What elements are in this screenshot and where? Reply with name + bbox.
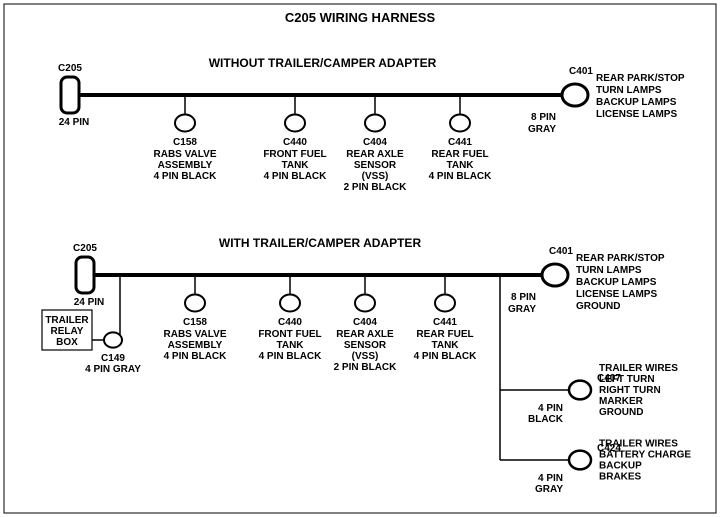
connector-desc: REAR PARK/STOP (576, 253, 665, 264)
drop-desc: 4 PIN BLACK (154, 171, 218, 182)
drop-desc: 4 PIN BLACK (164, 351, 228, 362)
connector-pins: GRAY (528, 124, 556, 135)
connector-pins: 8 PIN (531, 112, 556, 123)
branch-desc: BRAKES (599, 472, 642, 483)
connector-desc: TURN LAMPS (576, 265, 642, 276)
relay-label: BOX (56, 337, 78, 348)
relay-conn-pins: 4 PIN GRAY (85, 364, 141, 375)
connector-desc: LICENSE LAMPS (596, 109, 677, 120)
relay-label: TRAILER (45, 315, 89, 326)
drop-desc: RABS VALVE (164, 329, 227, 340)
branch-pins: GRAY (535, 484, 563, 495)
relay-conn-id: C149 (101, 353, 125, 364)
drop-desc: ASSEMBLY (158, 160, 213, 171)
drop-desc: 2 PIN BLACK (334, 362, 398, 373)
page-title: C205 WIRING HARNESS (285, 10, 436, 25)
branch-pins: 4 PIN (538, 473, 563, 484)
branch-desc: RIGHT TURN (599, 385, 661, 396)
drop-desc: FRONT FUEL (258, 329, 321, 340)
drop-desc: SENSOR (344, 340, 387, 351)
drop-id: C158 (173, 137, 197, 148)
branch-pins: 4 PIN (538, 403, 563, 414)
drop-desc: 4 PIN BLACK (259, 351, 323, 362)
drop-desc: TANK (431, 340, 459, 351)
section-subtitle: WITHOUT TRAILER/CAMPER ADAPTER (209, 56, 437, 70)
drop-desc: RABS VALVE (154, 149, 217, 160)
connector-pins: 24 PIN (59, 117, 90, 128)
branch-desc: TRAILER WIRES (599, 363, 678, 374)
branch-desc: BACKUP (599, 461, 642, 472)
drop-id: C440 (283, 137, 307, 148)
connector-desc: TURN LAMPS (596, 85, 662, 96)
drop-desc: ASSEMBLY (168, 340, 223, 351)
drop-desc: (VSS) (352, 351, 379, 362)
drop-id: C404 (363, 137, 387, 148)
branch-desc: TRAILER WIRES (599, 439, 678, 450)
connector-pins: 8 PIN (511, 292, 536, 303)
drop-desc: 4 PIN BLACK (414, 351, 478, 362)
connector-desc: BACKUP LAMPS (596, 97, 677, 108)
drop-desc: REAR FUEL (431, 149, 488, 160)
connector-pins: GRAY (508, 304, 536, 315)
drop-desc: 4 PIN BLACK (429, 171, 493, 182)
drop-desc: REAR FUEL (416, 329, 473, 340)
section-subtitle: WITH TRAILER/CAMPER ADAPTER (219, 236, 422, 250)
connector-desc: LICENSE LAMPS (576, 289, 657, 300)
branch-pins: BLACK (528, 414, 564, 425)
connector-pins: 24 PIN (74, 297, 105, 308)
drop-desc: FRONT FUEL (263, 149, 326, 160)
drop-desc: REAR AXLE (336, 329, 394, 340)
drop-desc: TANK (446, 160, 474, 171)
drop-desc: (VSS) (362, 171, 389, 182)
connector-desc: REAR PARK/STOP (596, 73, 685, 84)
connector-id: C401 (569, 66, 593, 77)
drop-id: C441 (433, 317, 457, 328)
branch-desc: BATTERY CHARGE (599, 450, 691, 461)
connector-id: C205 (58, 63, 82, 74)
drop-id: C158 (183, 317, 207, 328)
drop-desc: TANK (281, 160, 309, 171)
branch-desc: MARKER (599, 396, 644, 407)
drop-desc: REAR AXLE (346, 149, 404, 160)
relay-label: RELAY (51, 326, 84, 337)
drop-desc: SENSOR (354, 160, 397, 171)
drop-desc: 4 PIN BLACK (264, 171, 328, 182)
branch-desc: GROUND (599, 407, 643, 418)
drop-id: C440 (278, 317, 302, 328)
drop-desc: 2 PIN BLACK (344, 182, 408, 193)
connector-desc: BACKUP LAMPS (576, 277, 657, 288)
branch-desc: LEFT TURN (599, 374, 655, 385)
connector-id: C401 (549, 246, 573, 257)
connector-desc: GROUND (576, 301, 620, 312)
drop-id: C404 (353, 317, 377, 328)
connector-id: C205 (73, 243, 97, 254)
drop-desc: TANK (276, 340, 304, 351)
drop-id: C441 (448, 137, 472, 148)
